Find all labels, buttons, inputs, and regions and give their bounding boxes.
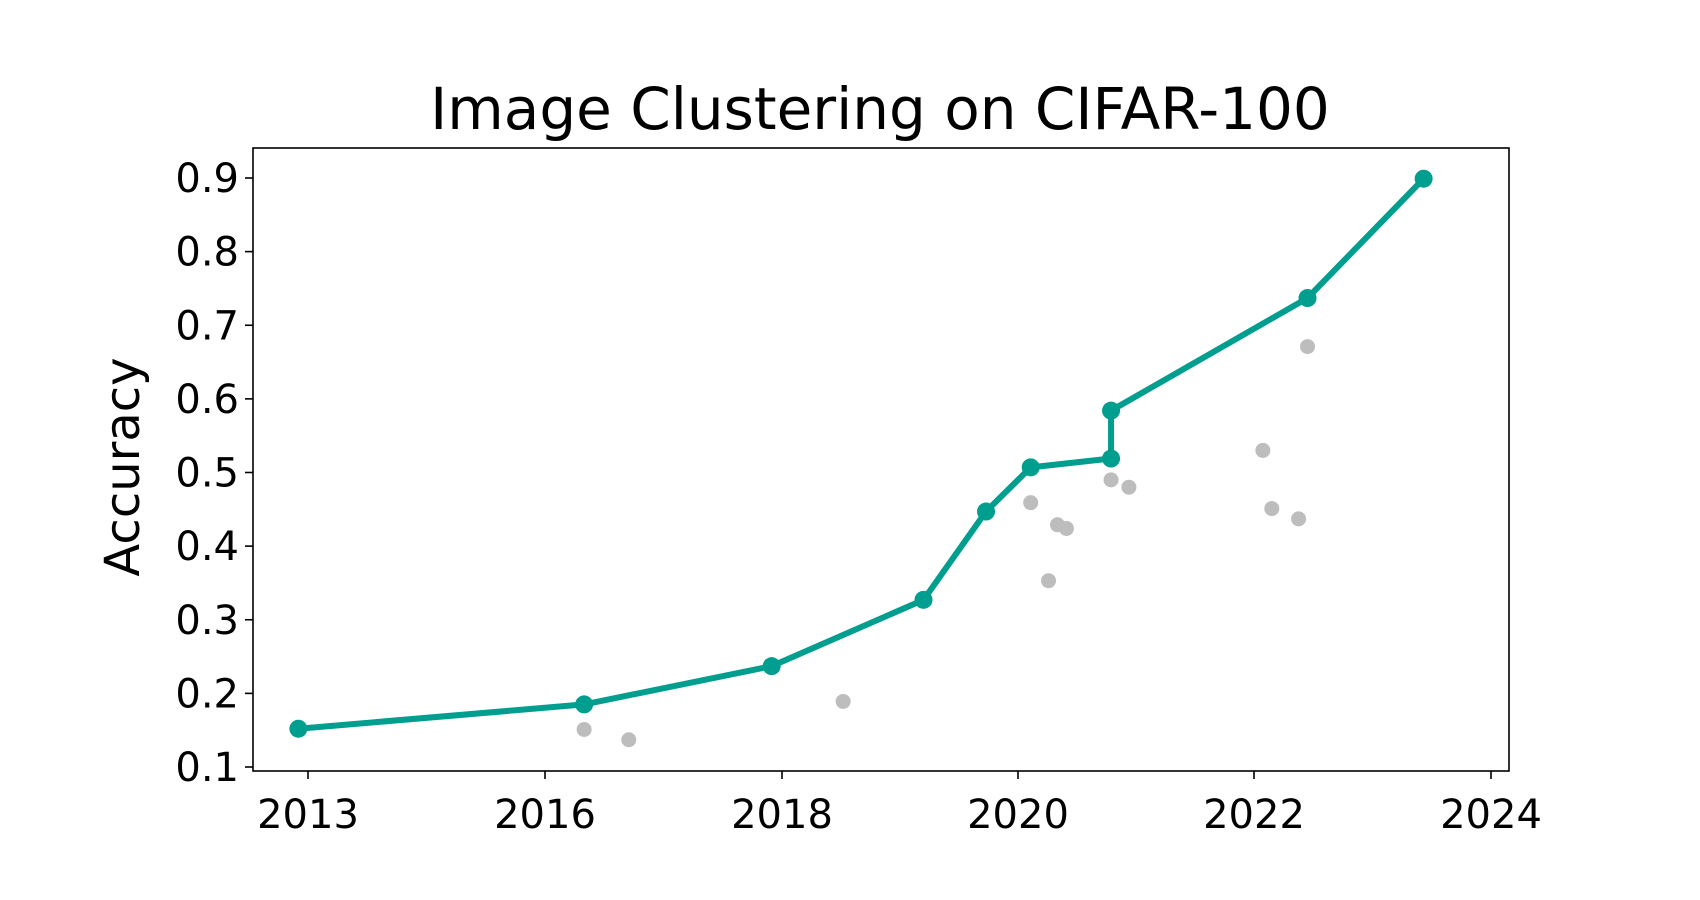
y-tick-label: 0.9 [175, 156, 239, 202]
sota-point [1102, 449, 1121, 468]
other-method-point [621, 732, 637, 748]
sota-point [762, 657, 781, 676]
x-tick-label: 2018 [731, 792, 833, 838]
other-method-point [576, 721, 592, 737]
other-method-point [1103, 472, 1119, 488]
other-method-point [1264, 501, 1280, 517]
sota-point [914, 590, 933, 609]
sota-point [575, 695, 594, 714]
other-method-point [835, 693, 851, 709]
y-tick-label: 0.1 [175, 745, 239, 791]
x-tick-label: 2020 [967, 792, 1069, 838]
other-method-point [1300, 339, 1316, 355]
x-tick-label: 2024 [1440, 792, 1542, 838]
y-tick-label: 0.8 [175, 230, 239, 276]
x-tick-label: 2022 [1203, 792, 1305, 838]
other-method-point [1255, 442, 1271, 458]
other-method-point [1058, 520, 1074, 536]
y-tick-label: 0.4 [175, 524, 239, 570]
sota-line [295, 175, 1427, 732]
y-axis-label: Accuracy [95, 357, 151, 576]
plot-area: 0.1 0.2 0.3 0.4 0.5 0.6 0.7 0.8 0.9 2013 2016 2018 2… [175, 156, 1542, 838]
other-method-point [1291, 511, 1307, 527]
other-method-point [1023, 495, 1039, 511]
plot-frame [252, 147, 1510, 772]
sota-point [289, 719, 308, 738]
sota-point [1021, 458, 1040, 477]
sota-point [1414, 169, 1433, 188]
other-method-point [1041, 573, 1057, 589]
y-tick-label: 0.7 [175, 303, 239, 349]
sota-point [1102, 401, 1121, 420]
x-tick-label: 2013 [257, 792, 359, 838]
chart-title: Image Clustering on CIFAR-100 [430, 75, 1330, 143]
other-method-point [1121, 479, 1137, 495]
y-tick-label: 0.5 [175, 451, 239, 497]
x-tick-label: 2016 [494, 792, 596, 838]
sota-point [977, 502, 996, 521]
y-tick-label: 0.2 [175, 671, 239, 717]
y-tick-label: 0.6 [175, 377, 239, 423]
sota-point [1298, 289, 1317, 308]
y-tick-label: 0.3 [175, 598, 239, 644]
